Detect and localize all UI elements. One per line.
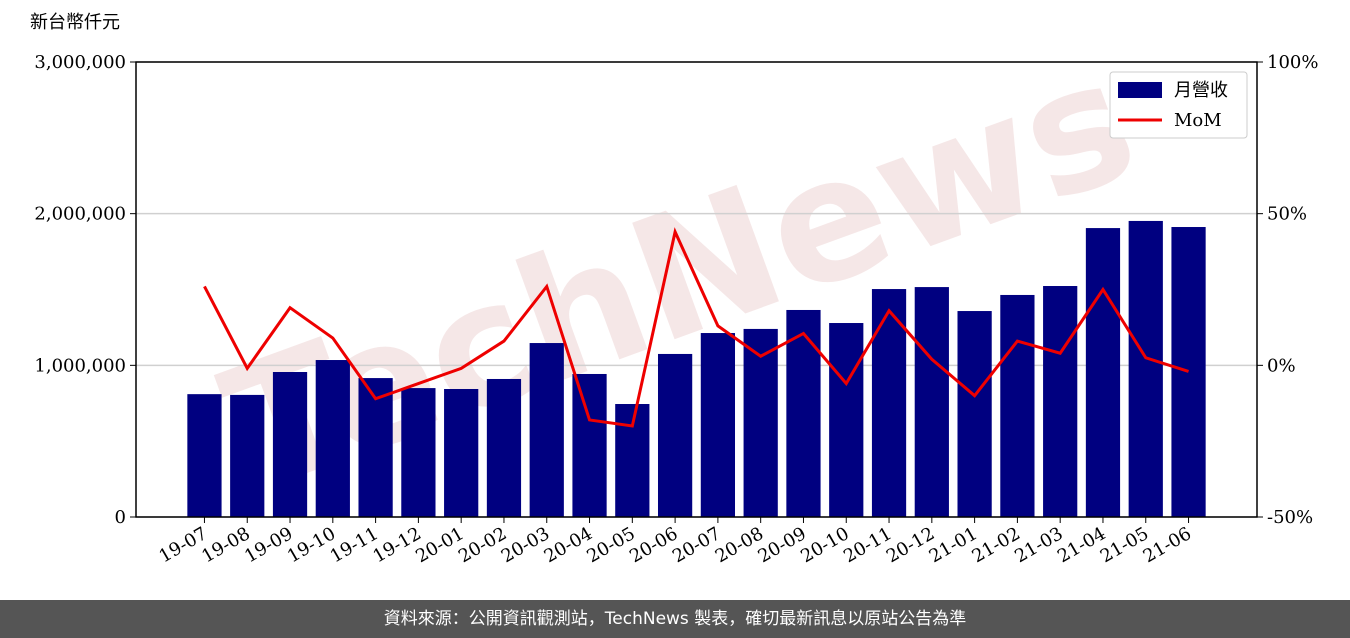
bar [444,388,479,517]
chart: 新台幣仟元 TechNews 01,000,0002,000,0003,000,… [30,12,1318,567]
bar [358,378,393,517]
plot-frame [135,61,1258,518]
bar [914,287,949,517]
bar [957,311,992,517]
y-tick-label: 1,000,000 [34,355,126,376]
x-tick-label: 21-02 [968,523,1023,567]
y2-tick-label: 0% [1267,355,1296,376]
x-tick-label: 20-09 [755,523,810,567]
x-tick-label: 19-12 [369,523,424,567]
x-tick-label: 20-02 [455,523,510,567]
bar [829,323,864,517]
y2-tick-label: 100% [1267,52,1318,73]
x-tick-label: 21-03 [1011,523,1066,567]
bar [486,378,522,517]
y2-tick-label: 50% [1267,204,1307,225]
legend-label: 月營收 [1174,80,1228,101]
x-tick-label: 20-05 [583,523,638,567]
bar [1128,220,1163,518]
x-tick-label: 20-08 [712,523,767,567]
x-tick-label: 21-04 [1054,523,1109,567]
x-tick-label: 20-10 [797,523,852,567]
legend-swatch [1118,82,1162,98]
bar [1171,227,1206,517]
bar [401,388,436,517]
footer: 資料來源：公開資訊觀測站，TechNews 製表，確切最新訊息以原站公告為準 [0,600,1350,638]
bar [315,360,350,517]
bar [786,309,821,517]
x-tick-label: 20-07 [669,523,724,567]
bar [657,353,693,517]
bar [529,343,564,517]
bar [572,373,607,517]
y-tick-label: 0 [115,507,126,528]
bar [1085,228,1121,517]
bar [187,394,222,517]
x-tick-label: 20-03 [498,523,553,567]
y2-tick-label: -50% [1267,507,1313,528]
bar [871,289,907,517]
x-tick-label: 20-04 [541,523,596,567]
x-tick-label: 21-05 [1097,523,1152,567]
x-tick-label: 20-12 [883,523,938,567]
y-tick-label: 2,000,000 [34,204,126,225]
x-tick-label: 20-11 [840,523,895,567]
bar [272,372,308,517]
x-tick-label: 19-08 [198,523,253,567]
x-tick-label: 20-06 [626,523,681,567]
bar [1043,286,1078,517]
x-tick-label: 20-01 [412,523,467,567]
x-tick-label: 21-06 [1140,523,1195,567]
bar [743,328,778,517]
legend-label: MoM [1174,110,1222,131]
bar [700,333,736,517]
x-tick-label: 19-07 [156,523,211,567]
y-tick-label: 3,000,000 [34,52,126,73]
x-tick-label: 19-11 [327,523,382,567]
x-tick-label: 19-10 [284,523,339,567]
bar [1000,294,1035,517]
bar [230,394,265,517]
y-axis-label: 新台幣仟元 [30,12,120,33]
line [203,227,1189,428]
x-tick-label: 21-01 [926,523,981,567]
